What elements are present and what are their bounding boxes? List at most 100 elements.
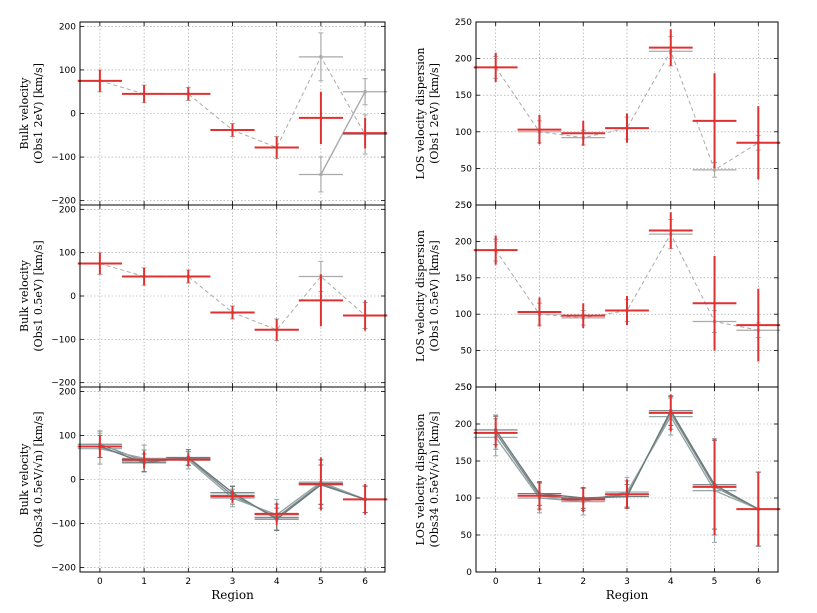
y-tick-label: −200	[51, 197, 76, 207]
y-tick-label: 100	[59, 431, 76, 441]
y-tick-label: 0	[70, 110, 76, 120]
data-point	[473, 418, 518, 448]
y-tick-label: 100	[455, 128, 472, 138]
data-point	[736, 472, 781, 547]
x-axis-label: Region	[211, 588, 254, 602]
series-measurement	[473, 29, 781, 180]
y-tick-label: −100	[51, 520, 76, 530]
data-point	[166, 270, 211, 283]
x-axis-label: Region	[606, 588, 649, 602]
data-point	[210, 305, 255, 319]
x-tick-label: 3	[624, 577, 630, 587]
x-tick-label: 6	[362, 577, 368, 587]
y-tick-label: 200	[455, 237, 472, 247]
y-axis-label: Bulk velocity	[18, 77, 31, 150]
data-point	[517, 480, 562, 511]
data-point	[121, 267, 167, 286]
y-axis-label-units: (Obs1 2eV) [km/s]	[32, 63, 45, 164]
data-point	[561, 486, 606, 513]
data-point	[343, 117, 388, 149]
y-axis-label: LOS velocity dispersion	[414, 414, 427, 546]
data-point	[77, 69, 122, 92]
y-axis-label: Bulk velocity	[18, 259, 31, 332]
y-tick-label: 200	[59, 205, 76, 215]
data-point	[692, 438, 737, 535]
y-tick-label: 100	[455, 310, 472, 320]
x-tick-label: 0	[493, 577, 499, 587]
data-point	[692, 73, 737, 169]
data-point	[166, 87, 211, 101]
x-tick-label: 1	[141, 577, 147, 587]
y-tick-label: −100	[51, 335, 76, 345]
y-axis-label-units: (Obs1 2eV) [km/s]	[428, 63, 441, 164]
y-tick-label: 200	[59, 22, 76, 32]
comparison-point	[298, 32, 344, 82]
data-point	[166, 453, 211, 467]
panel-left-middle: −200 −100 0 100 200 Bulk velocity (Obs1 0.5eV)…	[18, 204, 388, 389]
x-tick-label: 1	[537, 577, 543, 587]
data-point	[517, 297, 562, 327]
data-point	[298, 91, 344, 144]
y-tick-label: −200	[51, 564, 76, 574]
data-point	[121, 450, 167, 469]
data-point	[561, 303, 606, 329]
y-tick-label: 50	[461, 164, 473, 174]
data-point	[605, 479, 649, 510]
y-tick-label: 100	[59, 66, 76, 76]
data-point	[605, 296, 649, 326]
y-tick-label: 0	[466, 383, 472, 393]
y-axis-label-units: (Obs34 0.5eV/√n) [km/s]	[32, 411, 45, 547]
y-axis-label-units: (Obs1 0.5eV) [km/s]	[428, 240, 441, 351]
x-tick-label: 4	[668, 577, 674, 587]
data-point	[298, 274, 344, 327]
data-marker	[363, 89, 367, 94]
x-tick-label: 4	[274, 577, 280, 587]
y-axis-label: LOS velocity dispersion	[414, 230, 427, 362]
series-measurement	[77, 252, 388, 341]
panel-left-top: −200 −100 0 100 200 Bulk velocity (Obs1 2eV) […	[18, 21, 388, 207]
y-axis-label-units: (Obs1 0.5eV) [km/s]	[32, 240, 45, 351]
data-point	[648, 29, 693, 66]
data-point	[121, 85, 167, 103]
panel-right-middle: 0 50 100 150 200 250 LOS velocity dispersion (O…	[414, 201, 781, 393]
y-tick-label: −200	[51, 379, 76, 389]
data-marker	[319, 172, 323, 177]
x-tick-label: 0	[97, 577, 103, 587]
y-tick-label: 150	[455, 274, 472, 284]
panel-left-bottom: −200 −100 0 100 200 0 1 2 3 4 5 6 Bulk velocity (Obs3…	[18, 386, 388, 602]
y-tick-label: 100	[455, 494, 472, 504]
y-axis-label: LOS velocity dispersion	[414, 48, 427, 180]
data-point	[561, 120, 606, 146]
data-point	[605, 113, 649, 143]
panel-right-top: 0 50 100 150 200 250 LOS velocity dispersion (O…	[414, 18, 781, 211]
data-point	[473, 52, 518, 83]
y-tick-label: 50	[461, 531, 473, 541]
x-tick-label: 3	[230, 577, 236, 587]
data-point	[692, 255, 737, 351]
y-tick-label: 250	[455, 201, 472, 211]
x-tick-label: 2	[185, 577, 191, 587]
series-measurement	[77, 435, 388, 525]
y-tick-label: 50	[461, 347, 473, 357]
series-measurement	[473, 212, 781, 362]
series-measurement	[473, 394, 781, 547]
y-tick-label: 0	[466, 568, 472, 578]
data-point	[254, 318, 299, 341]
series-measurement	[77, 69, 388, 159]
comparison-point	[298, 156, 344, 193]
y-tick-label: 100	[59, 249, 76, 259]
y-axis-label: Bulk velocity	[18, 443, 31, 516]
data-point	[648, 394, 693, 432]
data-marker	[319, 55, 323, 59]
data-point	[736, 106, 781, 180]
data-point	[77, 435, 122, 458]
data-point	[254, 136, 299, 159]
data-point	[343, 483, 388, 515]
data-point	[517, 114, 562, 145]
y-tick-label: 200	[59, 387, 76, 397]
y-tick-label: 150	[455, 91, 472, 101]
data-point	[210, 489, 255, 503]
data-point	[736, 288, 781, 362]
